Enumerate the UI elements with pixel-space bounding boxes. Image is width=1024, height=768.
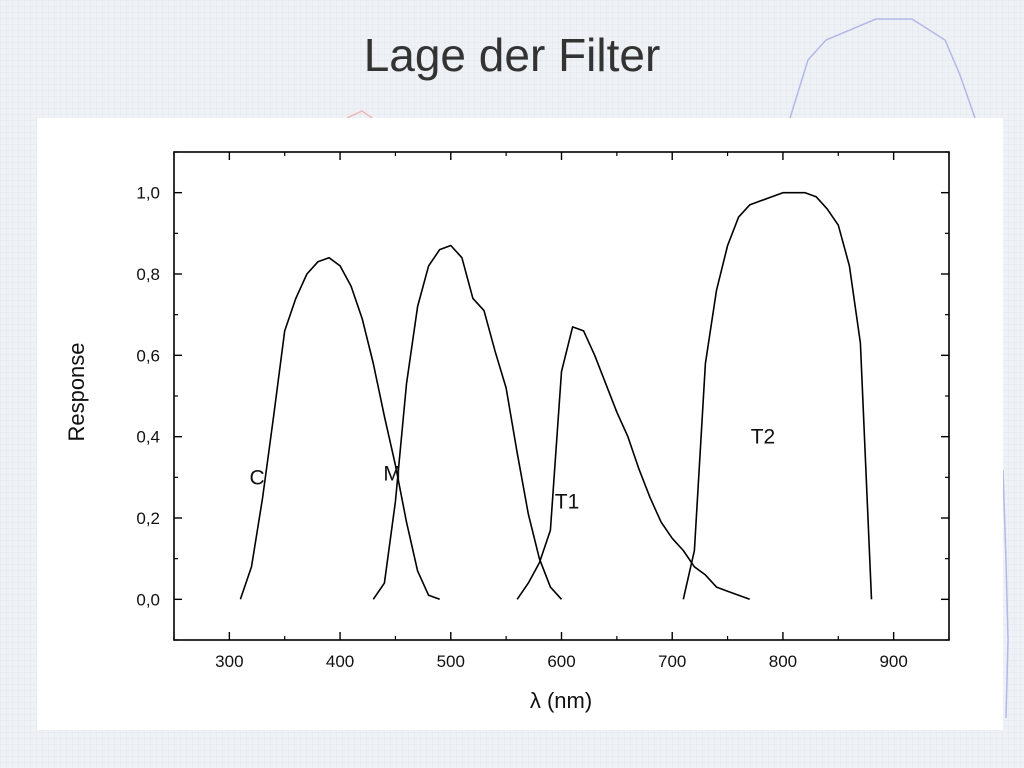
y-tick-label: 1,0 — [136, 184, 160, 203]
series-label-c: C — [249, 466, 264, 489]
y-tick-label: 0,0 — [136, 590, 160, 609]
x-axis-title: λ (nm) — [530, 688, 592, 713]
x-tick-label: 700 — [658, 652, 686, 671]
series-label-m: M — [383, 462, 401, 485]
x-tick-label: 300 — [215, 652, 243, 671]
y-tick-label: 0,8 — [136, 265, 160, 284]
plot-frame — [173, 151, 950, 641]
series-line-c — [239, 256, 440, 601]
x-tick-label: 500 — [437, 652, 465, 671]
decorative-curve — [789, 18, 1009, 719]
y-tick-label: 0,6 — [136, 346, 160, 365]
chart-panel: 300 400 500 600 700 800 900 0,0 0,2 0,4 0,6 0,8 1,0 … — [37, 118, 1003, 730]
series-label-t1: T1 — [555, 491, 580, 514]
slide-title: Lage der Filter — [363, 29, 661, 81]
y-tick-label: 0,4 — [136, 428, 160, 447]
x-tick-label: 400 — [326, 652, 354, 671]
series-line-t2 — [682, 191, 873, 600]
x-tick-label: 900 — [879, 652, 907, 671]
x-tick-label: 600 — [547, 652, 575, 671]
x-tick-label: 800 — [769, 652, 797, 671]
series-label-t2: T2 — [751, 426, 776, 449]
y-axis-title: Response — [64, 342, 89, 441]
series-line-t1 — [516, 326, 750, 601]
y-tick-label: 0,2 — [136, 509, 160, 528]
filter-response-chart: 300 400 500 600 700 800 9000,00,20,40,60,81,0 … — [64, 151, 950, 713]
decorative-mark — [346, 110, 373, 119]
series-line-m — [372, 244, 563, 600]
